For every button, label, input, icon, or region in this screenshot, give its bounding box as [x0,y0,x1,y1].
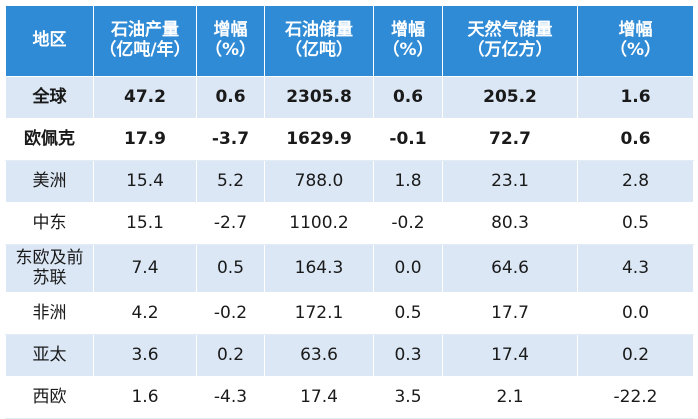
cell-oil-production-growth: -4.3 [196,376,265,419]
cell-region: 西欧 [5,376,94,419]
header-growth-label: 增幅 [213,20,248,41]
cell-oil-reserves-growth: 0.0 [373,244,443,293]
table-row-eastern-europe-fsu: 东欧及前苏联 7.4 0.5 164.3 0.0 64.6 4.3 [5,244,694,293]
header-gas-reserves-unit: （万亿方） [467,40,553,60]
header-growth-label: 增幅 [391,20,425,41]
table-row-americas: 美洲 15.4 5.2 788.0 1.8 23.1 2.8 [5,160,694,203]
cell-oil-production: 15.1 [93,202,197,245]
cell-gas-reserves-growth: 1.6 [577,76,694,119]
cell-oil-production: 15.4 [93,160,197,203]
header-region-label: 地区 [32,30,67,51]
header-oil-reserves-label: 石油储量 [285,20,353,41]
cell-oil-reserves-growth: 0.5 [373,292,443,335]
cell-region: 美洲 [5,160,94,203]
cell-oil-reserves: 172.1 [264,292,374,335]
cell-gas-reserves: 23.1 [442,160,578,203]
cell-region: 中东 [5,202,94,245]
cell-oil-production: 1.6 [93,376,197,419]
cell-region: 亚太 [5,334,94,377]
cell-oil-production-growth: -2.7 [196,202,265,245]
cell-region: 东欧及前苏联 [5,244,94,293]
cell-oil-reserves-growth: -0.1 [373,118,443,161]
header-oil-reserves-unit: （亿吨） [285,40,353,60]
header-growth-unit: （%） [382,40,434,60]
cell-oil-reserves-growth: 3.5 [373,376,443,419]
cell-oil-reserves: 2305.8 [264,76,374,119]
cell-oil-reserves-growth: 0.6 [373,76,443,119]
header-gas-reserves-growth: 增幅 （%） [577,5,694,77]
cell-region: 非洲 [5,292,94,335]
cell-gas-reserves: 64.6 [442,244,578,293]
cell-oil-production: 47.2 [93,76,197,119]
table-row-opec: 欧佩克 17.9 -3.7 1629.9 -0.1 72.7 0.6 [5,118,694,161]
header-oil-production-growth: 增幅 （%） [196,5,265,77]
cell-oil-production-growth: 0.6 [196,76,265,119]
cell-gas-reserves: 17.7 [442,292,578,335]
header-oil-reserves: 石油储量 （亿吨） [264,5,374,77]
table-row-western-europe: 西欧 1.6 -4.3 17.4 3.5 2.1 -22.2 [5,376,694,419]
table-header-row: 地区 石油产量 （亿吨/年） 增幅 （%） 石油储量 （亿吨） 增幅 （%） 天然气储量… [5,5,694,77]
cell-gas-reserves: 205.2 [442,76,578,119]
header-growth-unit: （%） [609,40,662,60]
header-growth-label: 增幅 [618,20,653,41]
header-oil-production: 石油产量 （亿吨/年） [93,5,197,77]
cell-gas-reserves-growth: 2.8 [577,160,694,203]
cell-oil-production-growth: 5.2 [196,160,265,203]
cell-oil-reserves: 1100.2 [264,202,374,245]
cell-oil-production: 7.4 [93,244,197,293]
cell-oil-production: 17.9 [93,118,197,161]
cell-oil-reserves-growth: 0.3 [373,334,443,377]
header-gas-reserves-label: 天然气储量 [467,20,553,41]
header-growth-unit: （%） [204,40,257,60]
table-row-global: 全球 47.2 0.6 2305.8 0.6 205.2 1.6 [5,76,694,119]
header-gas-reserves: 天然气储量 （万亿方） [442,5,578,77]
oil-gas-data-table: 地区 石油产量 （亿吨/年） 增幅 （%） 石油储量 （亿吨） 增幅 （%） 天然气储量… [5,5,694,419]
cell-region: 欧佩克 [5,118,94,161]
table-row-africa: 非洲 4.2 -0.2 172.1 0.5 17.7 0.0 [5,292,694,335]
cell-gas-reserves-growth: 0.0 [577,292,694,335]
cell-gas-reserves-growth: 0.5 [577,202,694,245]
cell-oil-reserves: 63.6 [264,334,374,377]
cell-oil-reserves: 1629.9 [264,118,374,161]
cell-oil-reserves: 164.3 [264,244,374,293]
cell-oil-reserves: 788.0 [264,160,374,203]
cell-region: 全球 [5,76,94,119]
cell-oil-reserves-growth: 1.8 [373,160,443,203]
cell-gas-reserves: 80.3 [442,202,578,245]
cell-gas-reserves: 72.7 [442,118,578,161]
cell-oil-production: 3.6 [93,334,197,377]
table-row-asia-pacific: 亚太 3.6 0.2 63.6 0.3 17.4 0.2 [5,334,694,377]
cell-oil-production-growth: 0.2 [196,334,265,377]
header-oil-reserves-growth: 增幅 （%） [373,5,443,77]
cell-oil-production-growth: -3.7 [196,118,265,161]
table-row-middle-east: 中东 15.1 -2.7 1100.2 -0.2 80.3 0.5 [5,202,694,245]
cell-gas-reserves-growth: 4.3 [577,244,694,293]
cell-oil-reserves-growth: -0.2 [373,202,443,245]
cell-oil-reserves: 17.4 [264,376,374,419]
cell-gas-reserves: 17.4 [442,334,578,377]
cell-gas-reserves-growth: 0.2 [577,334,694,377]
header-oil-production-unit: （亿吨/年） [99,40,191,60]
cell-gas-reserves-growth: -22.2 [577,376,694,419]
cell-oil-production: 4.2 [93,292,197,335]
cell-gas-reserves: 2.1 [442,376,578,419]
cell-oil-production-growth: 0.5 [196,244,265,293]
cell-gas-reserves-growth: 0.6 [577,118,694,161]
cell-oil-production-growth: -0.2 [196,292,265,335]
header-region: 地区 [5,5,94,77]
header-oil-production-label: 石油产量 [111,20,179,41]
